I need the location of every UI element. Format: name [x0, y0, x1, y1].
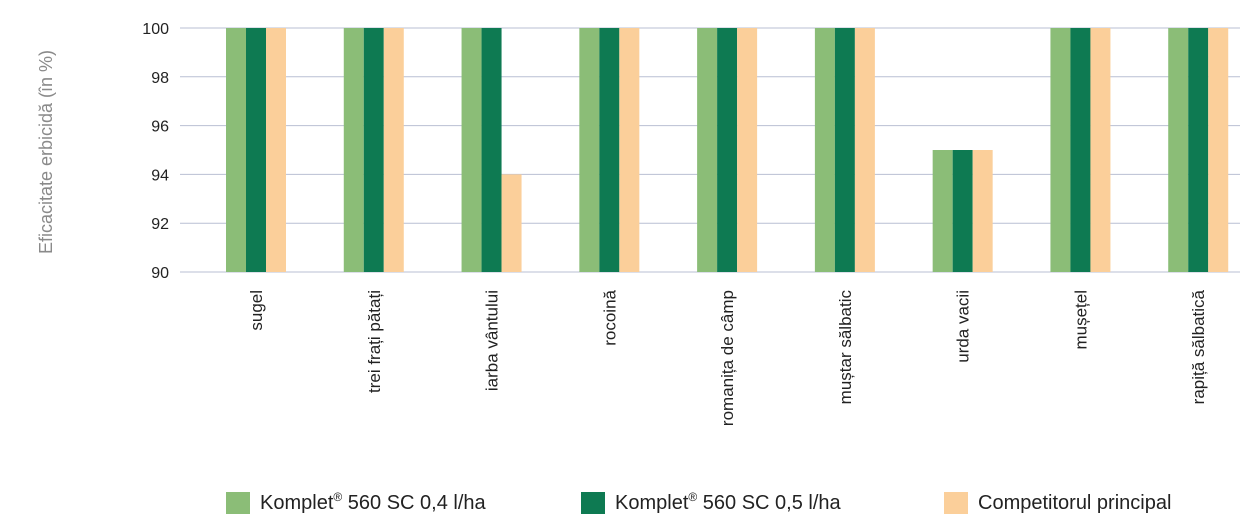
- x-category-label: rocoină: [600, 289, 619, 345]
- y-tick-label: 98: [151, 70, 169, 87]
- legend-label-main: Komplet: [260, 492, 334, 514]
- bar: [246, 28, 266, 272]
- bars: [226, 28, 1229, 272]
- bar: [972, 150, 993, 272]
- bar: [461, 28, 482, 272]
- bar: [1070, 28, 1091, 272]
- x-category-label: mușețel: [1071, 290, 1090, 350]
- x-category-label: trei frați pătați: [365, 290, 384, 393]
- bar: [343, 28, 364, 272]
- y-axis-title: Eficacitate erbicidă (în %): [36, 50, 56, 254]
- legend-label-main: Competitorul principal: [978, 492, 1171, 514]
- bar: [599, 28, 620, 272]
- bar: [481, 28, 502, 272]
- bar: [814, 28, 835, 272]
- bar: [383, 28, 404, 272]
- bar: [1090, 28, 1111, 272]
- y-tick-label: 94: [151, 167, 169, 184]
- bar: [952, 150, 973, 272]
- bar: [1188, 28, 1209, 272]
- bar: [834, 28, 855, 272]
- x-category-label: iarba vântului: [483, 290, 502, 391]
- y-tick-label: 100: [142, 21, 169, 38]
- bar: [579, 28, 600, 272]
- bar: [226, 28, 246, 272]
- y-tick-label: 90: [151, 265, 169, 282]
- bar: [932, 150, 953, 272]
- legend-swatch: [226, 492, 250, 514]
- legend-label-rest: 560 SC 0,4 l/ha: [342, 492, 486, 514]
- x-category-label: urda vacii: [954, 290, 973, 363]
- bar: [737, 28, 758, 272]
- legend-label-main: Komplet: [615, 492, 689, 514]
- legend-label: Komplet® 560 SC 0,5 l/ha: [615, 490, 842, 514]
- legend-label: Komplet® 560 SC 0,4 l/ha: [260, 490, 487, 514]
- y-tick-label: 92: [151, 216, 169, 233]
- bar: [1168, 28, 1189, 272]
- legend-swatch: [944, 492, 968, 514]
- x-category-label: romanița de câmp: [718, 290, 737, 426]
- bar: [266, 28, 286, 272]
- y-axis-ticks: 90 92 94 96 98 100: [142, 21, 169, 282]
- legend-swatch: [581, 492, 605, 514]
- bar: [854, 28, 875, 272]
- legend-label-sup: ®: [688, 490, 697, 504]
- x-category-label: rapiță sălbatică: [1189, 289, 1208, 404]
- legend: Komplet® 560 SC 0,4 l/ha Komplet® 560 SC …: [226, 490, 1171, 514]
- bar: [1208, 28, 1229, 272]
- y-tick-label: 96: [151, 119, 169, 136]
- legend-label-rest: 560 SC 0,5 l/ha: [697, 492, 841, 514]
- legend-label: Competitorul principal: [978, 492, 1171, 514]
- x-axis-labels: sugel trei frați pătați iarba vântului roco…: [247, 289, 1208, 426]
- bar: [1050, 28, 1071, 272]
- bar: [697, 28, 718, 272]
- legend-label-sup: ®: [333, 490, 342, 504]
- x-category-label: muștar sălbatic: [836, 290, 855, 405]
- bar: [363, 28, 384, 272]
- bar: [501, 174, 522, 272]
- bar: [717, 28, 738, 272]
- bar: [619, 28, 640, 272]
- x-category-label: sugel: [247, 290, 266, 331]
